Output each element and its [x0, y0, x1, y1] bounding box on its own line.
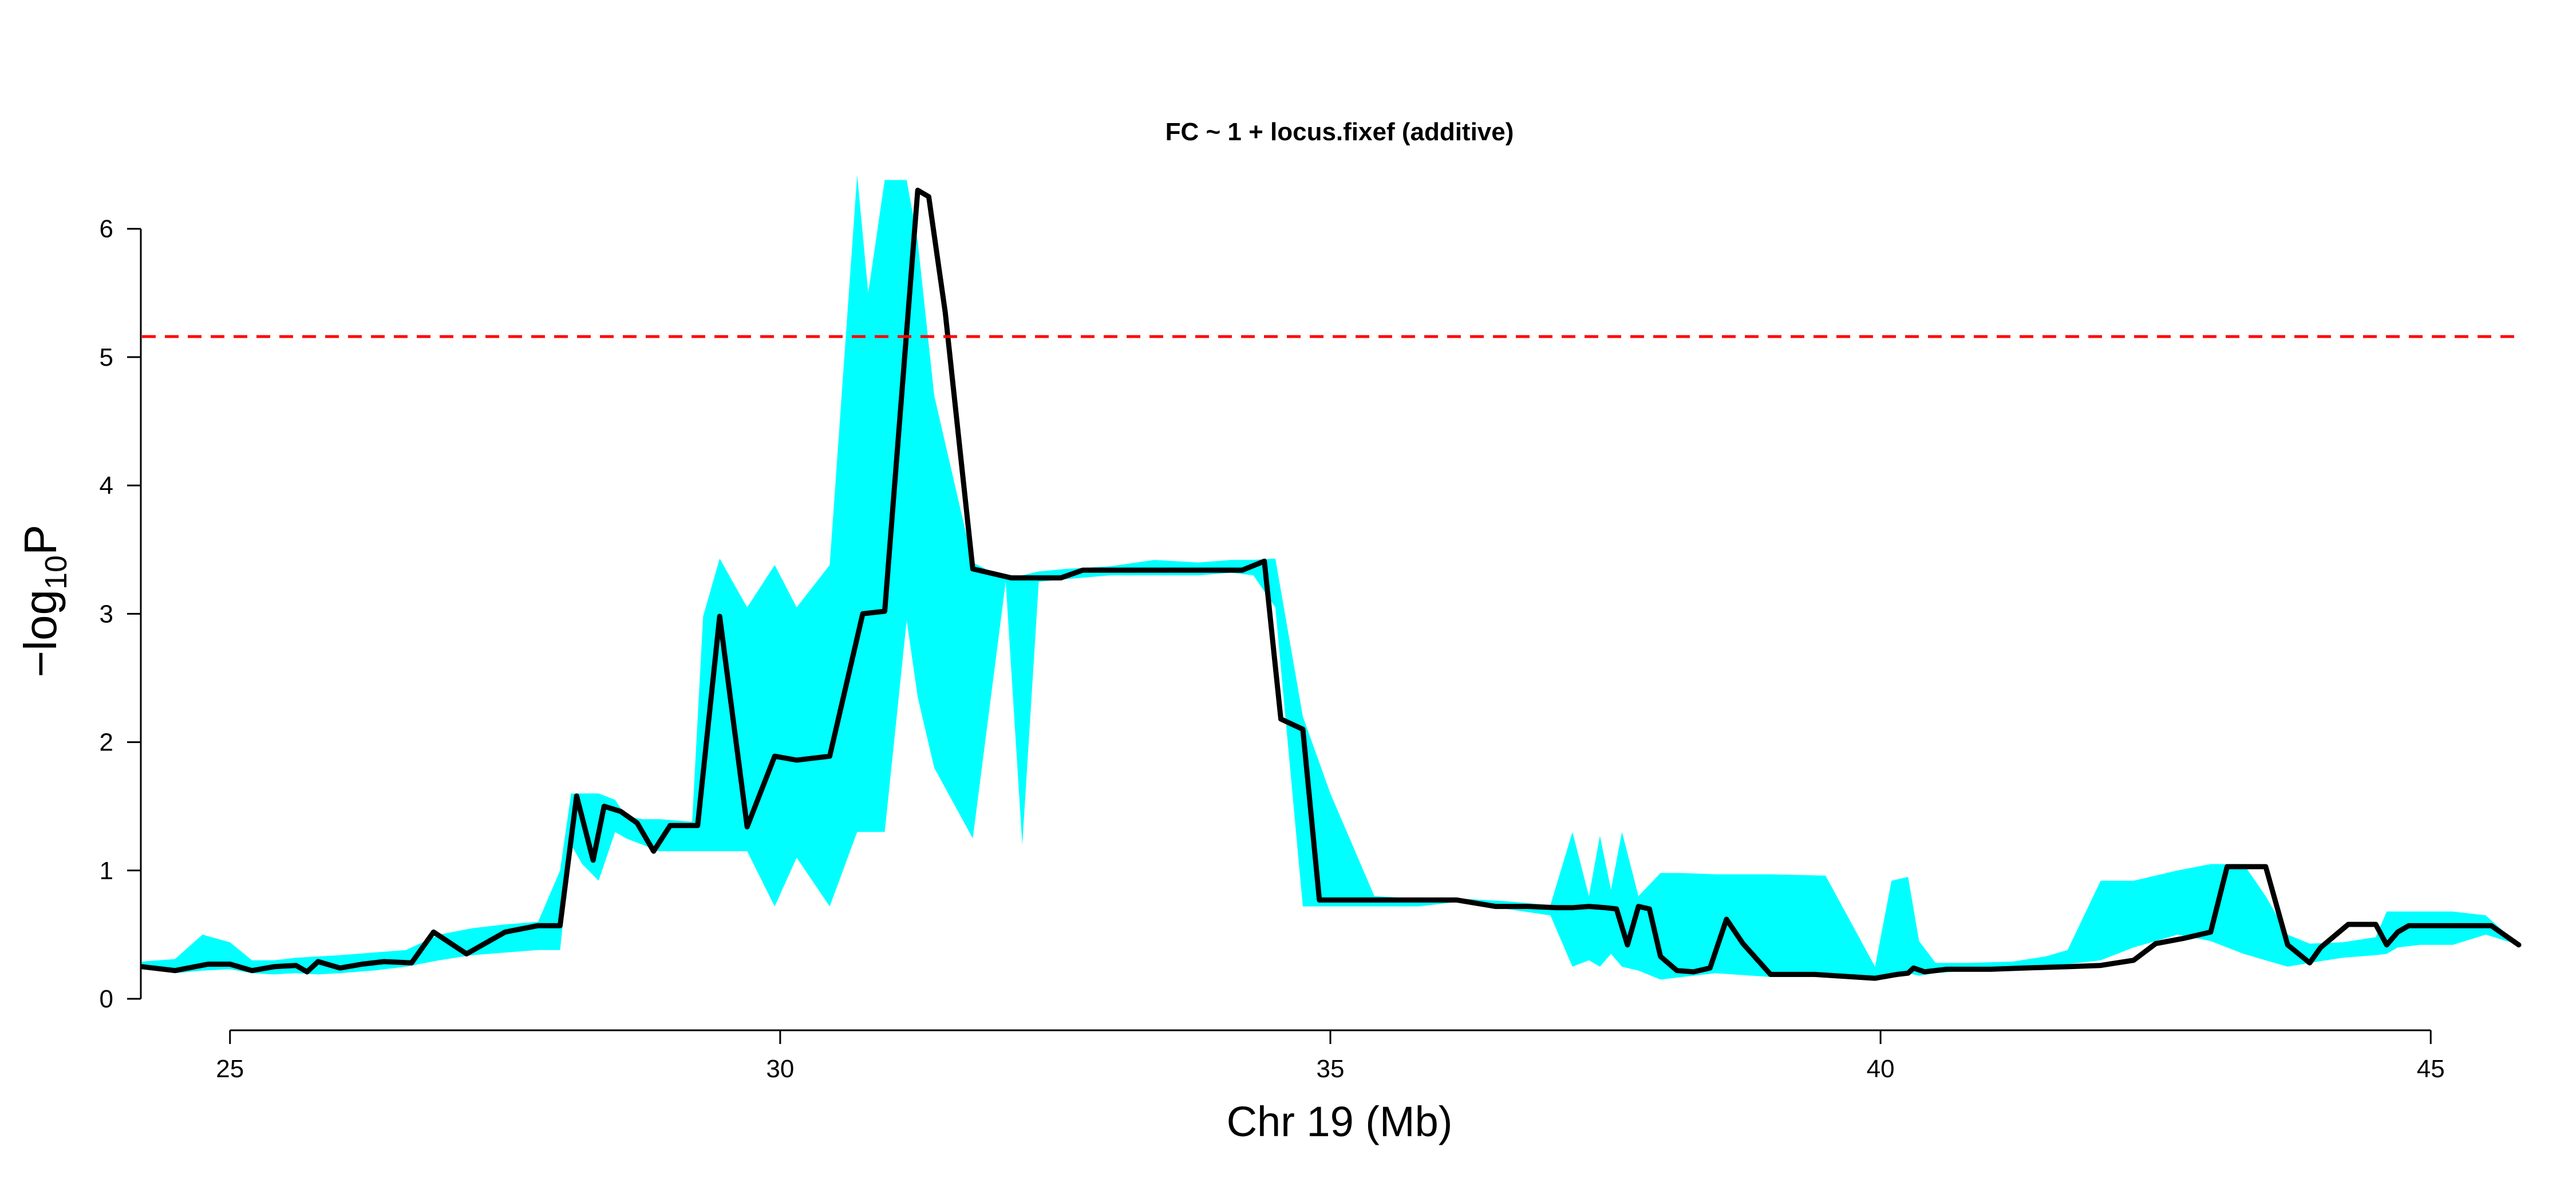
y-axis-label: −log10P	[15, 525, 73, 678]
x-tick-label: 35	[1317, 1055, 1345, 1083]
x-tick-label: 30	[766, 1055, 794, 1083]
chart-title: FC ~ 1 + locus.fixef (additive)	[1165, 118, 1514, 146]
confidence-band	[142, 175, 2519, 980]
y-axis-label-prefix: −log	[15, 590, 66, 677]
y-tick-label: 2	[100, 729, 113, 757]
y-axis-label-subscript: 10	[39, 555, 73, 590]
x-tick-label: 25	[216, 1055, 244, 1083]
y-tick-label: 4	[100, 472, 113, 500]
y-tick-label: 5	[100, 343, 113, 371]
x-axis-label: Chr 19 (Mb)	[1227, 1098, 1453, 1145]
x-tick-label: 45	[2417, 1055, 2445, 1083]
y-tick-label: 6	[100, 215, 113, 243]
y-tick-label: 0	[100, 985, 113, 1013]
x-axis: 25 30 35 40 45	[216, 1029, 2445, 1083]
plot-area	[141, 175, 2522, 981]
y-tick-label: 1	[100, 857, 113, 885]
signal-line	[141, 187, 2522, 981]
y-tick-label: 3	[100, 600, 113, 628]
y-axis-label-suffix: P	[15, 525, 66, 555]
y-axis: 0 1 2 3 4 5 6	[100, 215, 142, 1013]
x-tick-label: 40	[1867, 1055, 1895, 1083]
